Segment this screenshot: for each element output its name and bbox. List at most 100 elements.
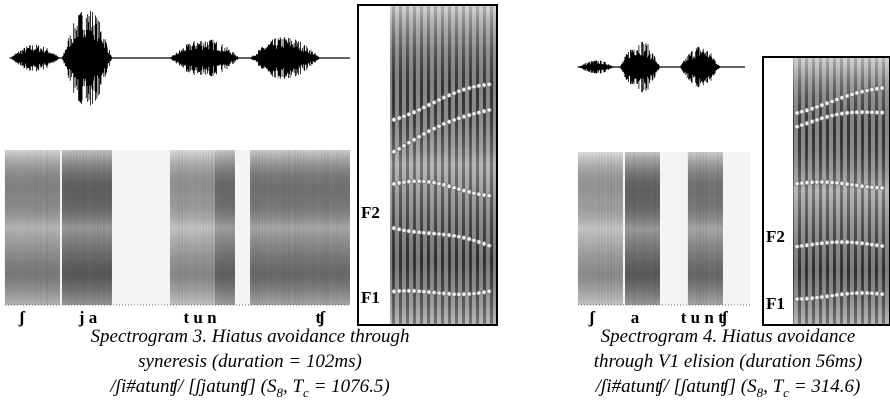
formant-point [451, 117, 457, 123]
formant-point [456, 88, 462, 94]
formant-point [819, 115, 825, 121]
formant-point [809, 118, 815, 125]
formant-point [819, 179, 825, 185]
formant-point [859, 240, 865, 246]
formant-point [834, 96, 840, 103]
formant-point [804, 179, 810, 186]
formant-point [819, 240, 825, 246]
formant-point [864, 184, 870, 190]
formant-point [391, 288, 397, 295]
formant-point [471, 190, 477, 196]
spectral-shade [250, 150, 350, 305]
formant-point [794, 296, 800, 302]
formant-point [849, 239, 855, 245]
transcription-part: , T [283, 376, 305, 397]
formant-point [854, 109, 860, 115]
transcription-part: c [303, 385, 309, 400]
formant-point [431, 289, 437, 296]
spectral-shade [578, 152, 623, 305]
caption-line: Spectrogram 3. Hiatus avoidance through [91, 326, 410, 347]
formant-point [839, 110, 845, 117]
formant-point [411, 229, 417, 235]
formant-point [486, 288, 492, 294]
formant-point [411, 288, 417, 294]
formant-label: F2 [766, 227, 785, 246]
formant-point [401, 113, 407, 119]
spectral-shade [688, 152, 723, 305]
formant-point [446, 119, 452, 125]
segment-label: t u n ʧ [681, 308, 728, 327]
formant-point [411, 109, 417, 115]
formant-point [471, 237, 477, 243]
formant-point [809, 295, 815, 301]
transcription: /ʃi#atunʧ/ [ʃatunʧ] (S8, Tc = 314.6) [595, 376, 861, 400]
formant-point [799, 109, 805, 115]
formant-point [456, 186, 462, 192]
formant-point [849, 91, 855, 97]
formant-point [864, 241, 870, 247]
formant-point [829, 98, 835, 104]
formant-point [416, 288, 422, 294]
formant-label: F1 [361, 288, 380, 307]
formant-point [391, 225, 397, 231]
formant-point [864, 290, 870, 296]
transcription-part: 8 [276, 385, 283, 400]
formant-point [834, 180, 840, 186]
formant-point [461, 235, 467, 241]
formant-point [799, 122, 805, 128]
formant-point [869, 290, 875, 296]
formant-point [879, 291, 885, 297]
formant-point [391, 149, 397, 155]
formant-point [476, 239, 482, 245]
spectral-shade [62, 150, 112, 305]
formant-point [879, 243, 885, 249]
formant-point [804, 242, 810, 248]
formant-point [799, 296, 805, 302]
formant-point [859, 89, 865, 95]
formant-point [814, 241, 820, 247]
formant-point [869, 109, 875, 115]
formant-point [441, 231, 447, 238]
formant-point [844, 239, 850, 245]
formant-label: F2 [361, 203, 380, 222]
formant-point [476, 109, 482, 116]
formant-point [809, 179, 815, 185]
formant-point [406, 111, 412, 117]
formant-point [476, 191, 482, 197]
formant-point [471, 291, 477, 297]
formant-point [859, 109, 865, 115]
caption-line: through V1 elision (duration 56ms) [594, 351, 862, 372]
formant-point [799, 180, 805, 186]
formant-point [416, 178, 422, 184]
formant-point [869, 86, 875, 93]
waveform [577, 41, 745, 93]
formant-point [406, 140, 412, 146]
segment-label: ʧ [315, 308, 325, 327]
formant-point [829, 179, 835, 186]
content: ʃ j a t u n ʧ F2 F1 Spectrogram 3. Hiatus avoi… [4, 4, 890, 400]
formant-point [481, 82, 487, 88]
formant-point [431, 180, 437, 186]
formant-point [416, 134, 422, 140]
formant-frame [357, 4, 498, 326]
formant-label-bg [765, 227, 787, 246]
formant-point [426, 289, 432, 295]
formant-point [466, 189, 472, 195]
formant-point [854, 240, 860, 246]
formant-point [401, 227, 407, 233]
formant-point [844, 93, 850, 99]
formant-point [396, 288, 402, 294]
transcription-part: c [783, 385, 789, 400]
formant-point [849, 109, 855, 116]
formant-point [411, 178, 417, 184]
formant-point [481, 289, 487, 295]
formant-point [829, 112, 835, 119]
formant-point [401, 143, 407, 149]
formant-point [436, 123, 442, 129]
formant-point [421, 131, 427, 137]
formant-point [481, 108, 487, 114]
formant-point [874, 242, 880, 248]
formant-point [406, 228, 412, 234]
formant-point [804, 120, 810, 126]
formant-point [461, 291, 467, 297]
